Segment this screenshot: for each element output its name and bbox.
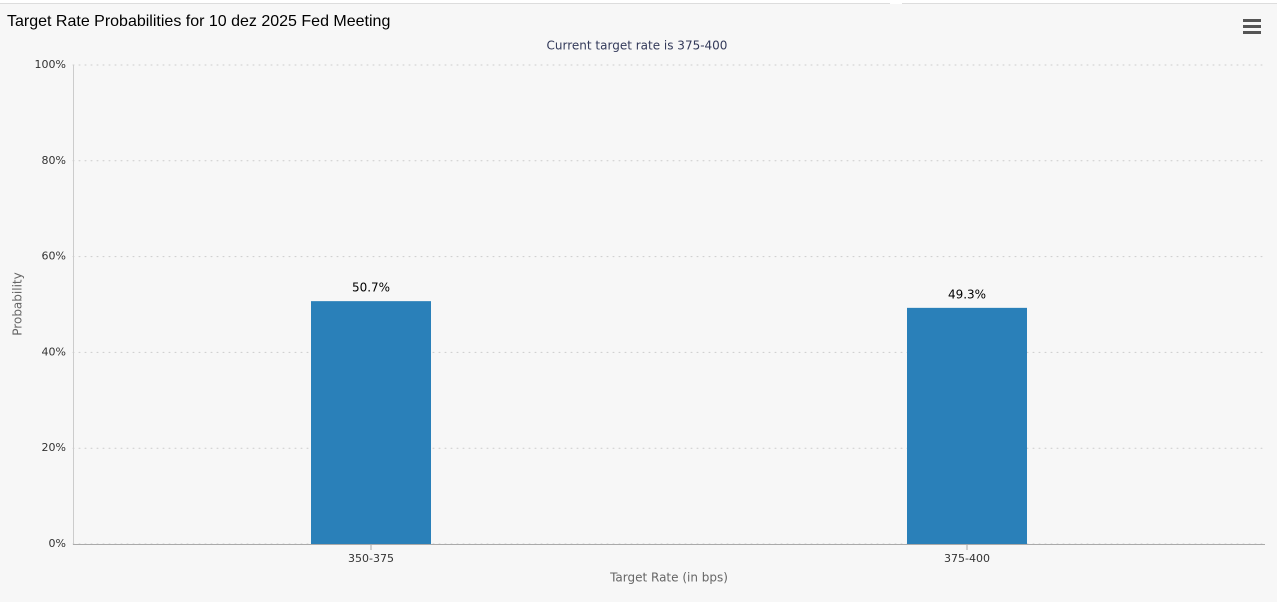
y-tick-label: 80% (42, 154, 66, 167)
y-tick-label: 60% (42, 250, 66, 263)
y-tick-label: 0% (49, 537, 66, 550)
bar (907, 307, 1027, 544)
x-tick-label: 375-400 (944, 552, 990, 565)
y-tick-label: 20% (42, 441, 66, 454)
top-strip (0, 0, 1277, 4)
chart-subtitle: Current target rate is 375-400 (547, 39, 728, 53)
menu-bar (1243, 25, 1261, 28)
bar (311, 301, 431, 544)
y-axis-title: Probability (11, 272, 25, 335)
chart-title: Target Rate Probabilities for 10 dez 202… (7, 13, 390, 30)
y-tick-label: 100% (35, 58, 66, 71)
value-label: 49.3% (948, 287, 986, 301)
value-label: 50.7% (352, 281, 390, 295)
menu-button[interactable] (1243, 19, 1261, 34)
menu-bar (1243, 19, 1261, 22)
y-tick-label: 40% (42, 345, 66, 358)
x-axis-title: Target Rate (in bps) (609, 571, 728, 585)
menu-bar (1243, 31, 1261, 34)
x-tick-label: 350-375 (348, 552, 394, 565)
